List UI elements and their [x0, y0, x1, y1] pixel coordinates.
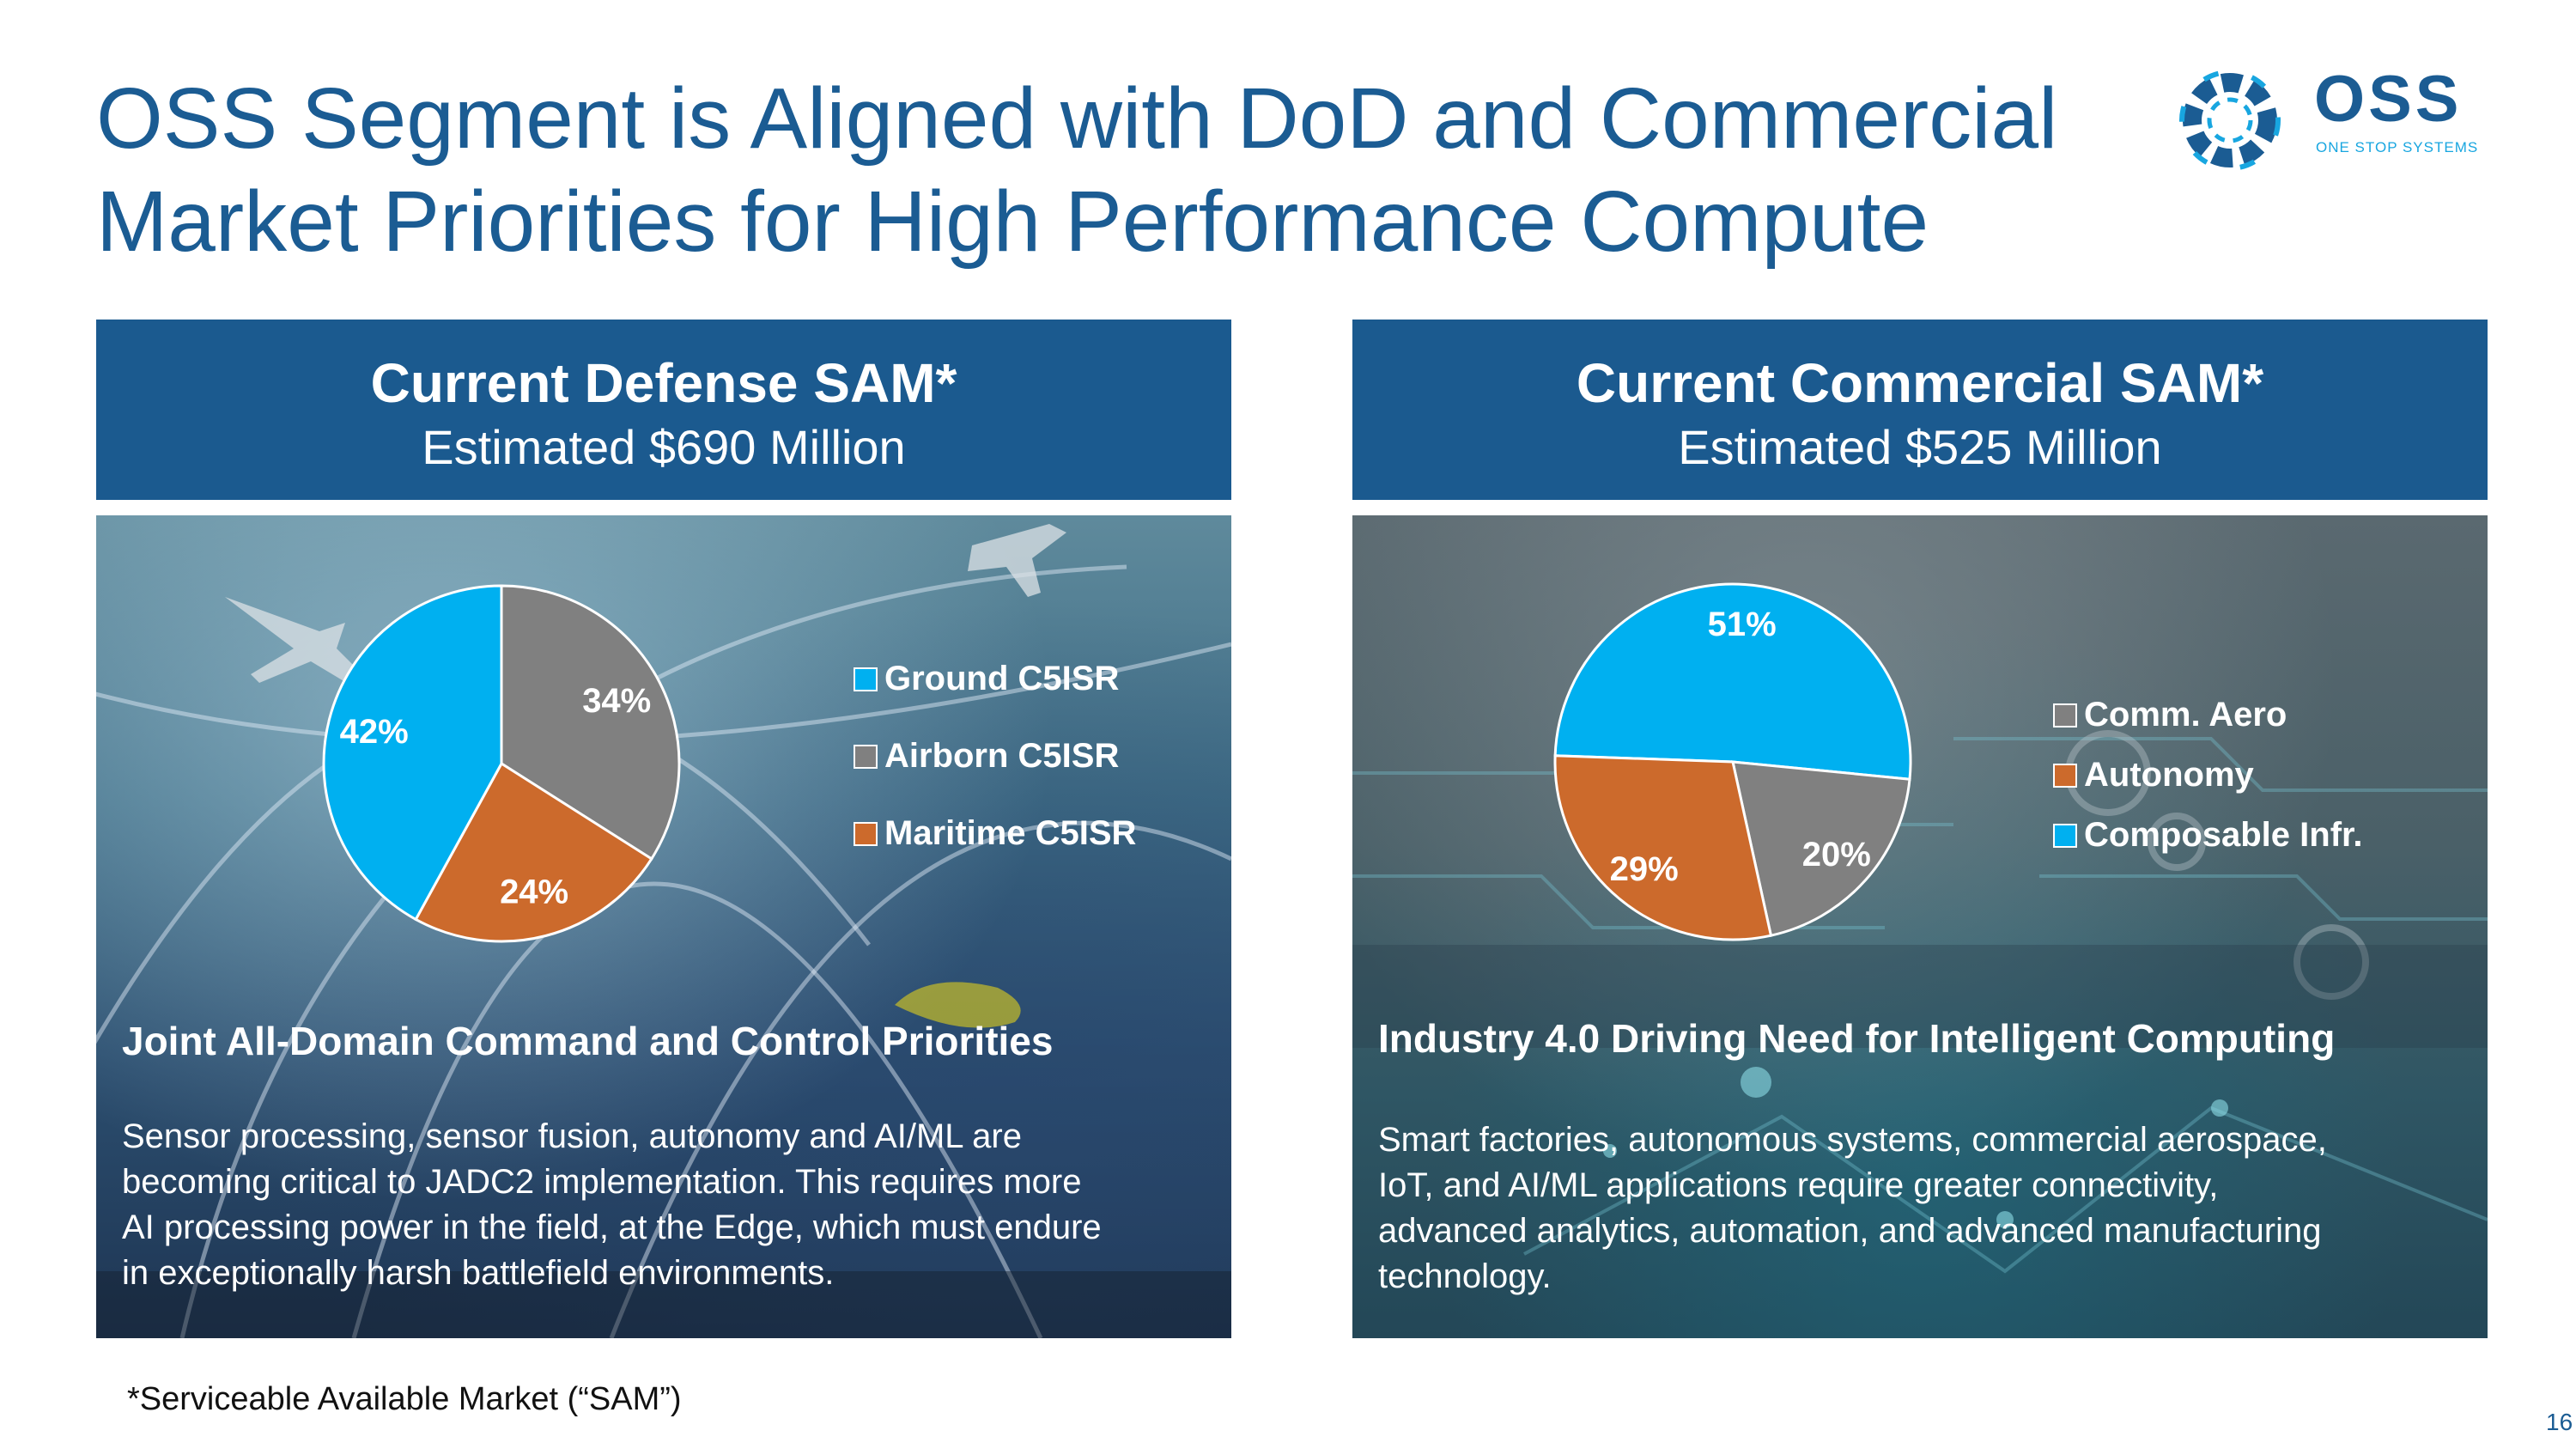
commercial-body-line: Smart factories, autonomous systems, com… — [1378, 1121, 2327, 1159]
oss-logo: OSS ONE STOP SYSTEMS — [2168, 60, 2512, 180]
commercial-background-image — [1352, 730, 2488, 1274]
pie-data-label: 34% — [582, 682, 651, 720]
slide-title: OSS Segment is Aligned with DoD and Comm… — [96, 67, 2071, 273]
commercial-header: Current Commercial SAM* Estimated $525 M… — [1352, 320, 2488, 500]
legend-item-airborn-c5isr: Airborn C5ISR — [854, 737, 1119, 776]
commercial-body-text: Smart factories, autonomous systems, com… — [1378, 1117, 2469, 1300]
legend-item-autonomy: Autonomy — [2053, 756, 2254, 795]
legend-swatch — [2053, 763, 2077, 788]
defense-body-line: in exceptionally harsh battlefield envir… — [122, 1254, 835, 1292]
commercial-pie-chart: 51% 20% 29% — [1553, 582, 1912, 941]
commercial-panel: 51% 20% 29% Comm. Aero Autonomy Composable… — [1352, 515, 2488, 1338]
legend-label: Autonomy — [2084, 756, 2254, 794]
pie-slice-maritime-c5isr — [414, 761, 653, 943]
commercial-body-line: advanced analytics, automation, and adva… — [1378, 1212, 2322, 1250]
defense-header: Current Defense SAM* Estimated $690 Mill… — [96, 320, 1231, 500]
defense-body-text: Sensor processing, sensor fusion, autono… — [122, 1114, 1212, 1296]
pie-slice-autonomy — [1553, 754, 1773, 941]
legend-item-ground-c5isr: Ground C5ISR — [854, 660, 1119, 698]
legend-label: Comm. Aero — [2084, 696, 2287, 734]
oss-logo-ring-icon — [2179, 70, 2281, 171]
pie-data-label: 20% — [1802, 836, 1871, 874]
logo-text: OSS — [2314, 63, 2463, 136]
commercial-body-line: IoT, and AI/ML applications require grea… — [1378, 1166, 2219, 1204]
page-number: 16 — [2546, 1409, 2573, 1435]
defense-body-line: becoming critical to JADC2 implementatio… — [122, 1163, 1082, 1201]
pie-data-label: 51% — [1708, 606, 1777, 643]
legend-label: Maritime C5ISR — [884, 814, 1137, 852]
legend-swatch — [854, 667, 878, 691]
legend-swatch — [2053, 823, 2077, 848]
defense-panel: 34% 24% 42% Ground C5ISR Airborn C5ISR Mar… — [96, 515, 1231, 1338]
legend-swatch — [2053, 703, 2077, 728]
slide-title-line-1: OSS Segment is Aligned with DoD and Comm… — [96, 70, 2058, 167]
slide-title-line-2: Market Priorities for High Performance C… — [96, 174, 1929, 270]
legend-item-maritime-c5isr: Maritime C5ISR — [854, 814, 1136, 853]
defense-body-line: Sensor processing, sensor fusion, autono… — [122, 1117, 1022, 1155]
legend-swatch — [854, 744, 878, 769]
legend-item-composable-infr: Composable Infr. — [2053, 816, 2363, 855]
defense-pie-chart: 34% 24% 42% — [322, 584, 681, 943]
legend-label: Ground C5ISR — [884, 660, 1120, 697]
legend-item-comm-aero: Comm. Aero — [2053, 696, 2287, 734]
legend-label: Composable Infr. — [2084, 816, 2363, 854]
defense-header-subtitle: Estimated $690 Million — [422, 420, 906, 474]
footnote: *Serviceable Available Market (“SAM”) — [127, 1381, 682, 1417]
defense-header-title: Current Defense SAM* — [370, 352, 957, 414]
pie-slice-comm-aero — [1731, 760, 1911, 937]
defense-subhead: Joint All-Domain Command and Control Pri… — [122, 1019, 1054, 1063]
pie-slice-composable-infr — [1553, 582, 1912, 781]
commercial-body-line: technology. — [1378, 1257, 1552, 1295]
legend-swatch — [854, 821, 878, 846]
pie-slice-ground-c5isr — [322, 584, 503, 922]
pie-data-label: 29% — [1610, 850, 1679, 888]
defense-body-line: AI processing power in the field, at the… — [122, 1209, 1102, 1246]
pie-data-label: 42% — [340, 713, 409, 751]
commercial-subhead: Industry 4.0 Driving Need for Intelligen… — [1378, 1016, 2336, 1061]
pie-data-label: 24% — [500, 873, 568, 910]
commercial-header-subtitle: Estimated $525 Million — [1678, 420, 2162, 474]
commercial-header-title: Current Commercial SAM* — [1576, 352, 2264, 414]
logo-subtitle: ONE STOP SYSTEMS — [2316, 139, 2479, 155]
legend-label: Airborn C5ISR — [884, 737, 1120, 775]
